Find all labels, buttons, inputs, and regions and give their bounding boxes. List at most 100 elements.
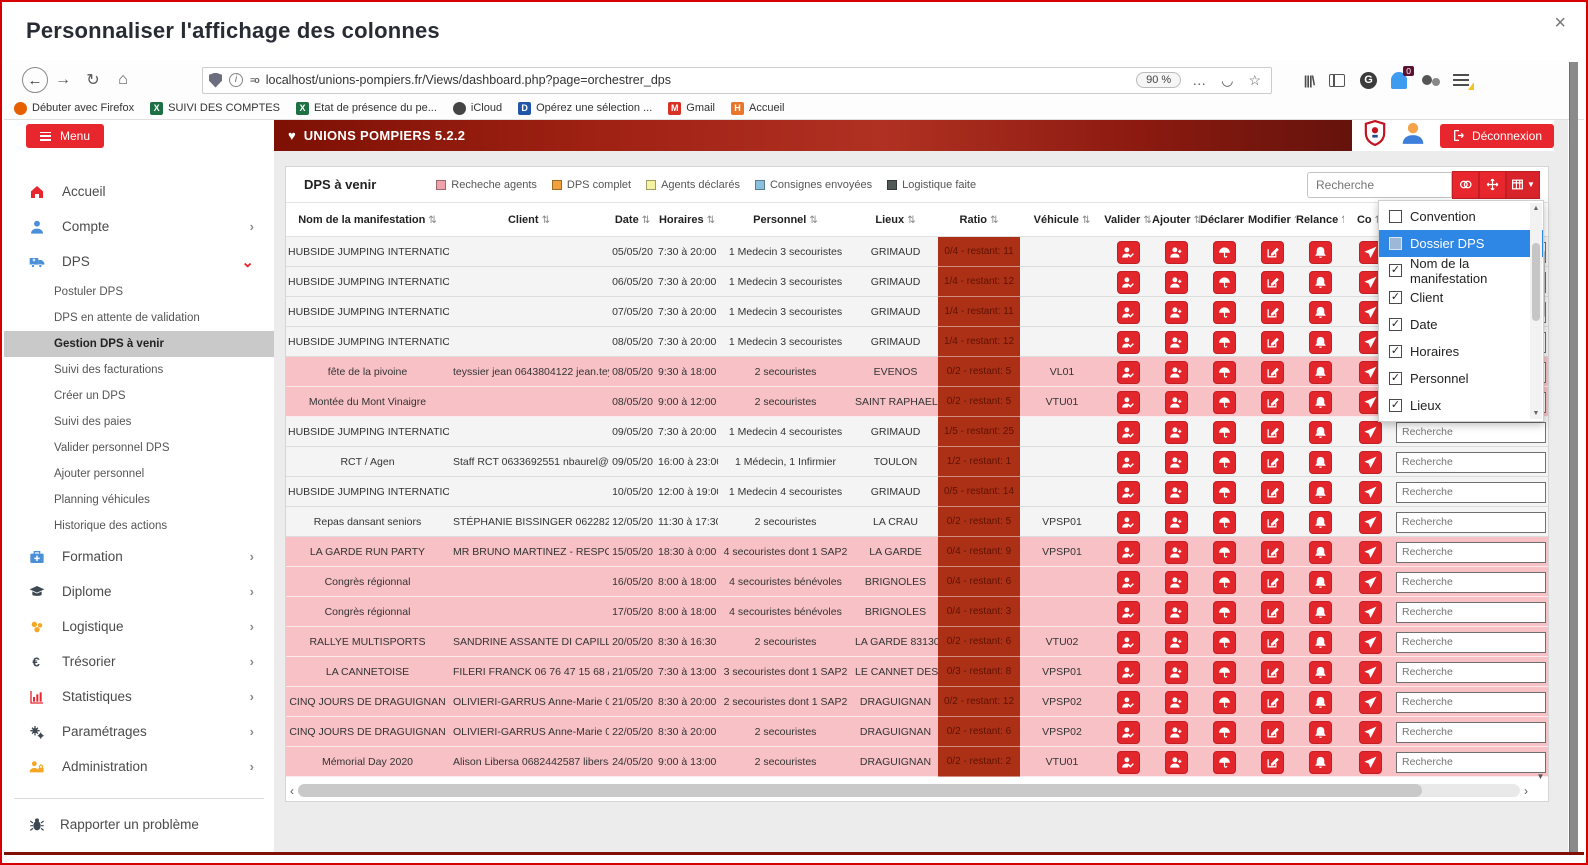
ajouter-button[interactable] bbox=[1165, 631, 1188, 654]
column-header[interactable]: Modifier ⇅ bbox=[1248, 214, 1296, 226]
back-button[interactable]: ← bbox=[22, 67, 48, 93]
bookmark-item[interactable]: XSUIVI DES COMPTES bbox=[150, 102, 280, 115]
modifier-button[interactable] bbox=[1261, 361, 1284, 384]
bookmark-item[interactable]: iCloud bbox=[453, 102, 502, 115]
ajouter-button[interactable] bbox=[1165, 691, 1188, 714]
modifier-button[interactable] bbox=[1261, 661, 1284, 684]
valider-button[interactable] bbox=[1117, 391, 1140, 414]
ajouter-button[interactable] bbox=[1165, 241, 1188, 264]
toggle-visibility-button[interactable] bbox=[1452, 171, 1479, 199]
bookmark-star-icon[interactable]: ☆ bbox=[1244, 72, 1265, 89]
row-search-input[interactable] bbox=[1396, 452, 1546, 473]
row-search-input[interactable] bbox=[1396, 482, 1546, 503]
declarer-button[interactable] bbox=[1213, 661, 1236, 684]
valider-button[interactable] bbox=[1117, 661, 1140, 684]
relance-button[interactable] bbox=[1309, 241, 1332, 264]
column-header[interactable]: Client ⇅ bbox=[449, 214, 609, 226]
dropdown-scroll-thumb[interactable] bbox=[1532, 243, 1540, 321]
modifier-button[interactable] bbox=[1261, 391, 1284, 414]
column-header[interactable]: Personnel ⇅ bbox=[718, 214, 853, 226]
declarer-button[interactable] bbox=[1213, 421, 1236, 444]
dropdown-option[interactable]: ✓Personnel bbox=[1379, 365, 1543, 392]
send-button[interactable] bbox=[1359, 541, 1382, 564]
sidebar-item-accueil[interactable]: Accueil bbox=[4, 174, 274, 209]
declarer-button[interactable] bbox=[1213, 481, 1236, 504]
valider-button[interactable] bbox=[1117, 421, 1140, 444]
relance-button[interactable] bbox=[1309, 361, 1332, 384]
ghost-extension-icon[interactable]: 0 bbox=[1391, 72, 1407, 89]
modifier-button[interactable] bbox=[1261, 421, 1284, 444]
columns-dropdown-button[interactable]: ▼ bbox=[1506, 171, 1540, 199]
ajouter-button[interactable] bbox=[1165, 481, 1188, 504]
ajouter-button[interactable] bbox=[1165, 511, 1188, 534]
column-header[interactable]: Véhicule ⇅ bbox=[1020, 214, 1104, 226]
relance-button[interactable] bbox=[1309, 391, 1332, 414]
dropdown-option[interactable]: Convention bbox=[1379, 203, 1543, 230]
checkbox-checked-icon[interactable]: ✓ bbox=[1389, 264, 1402, 277]
relance-button[interactable] bbox=[1309, 541, 1332, 564]
column-header[interactable]: Nom de la manifestation ⇅ bbox=[286, 214, 449, 226]
site-info-icon[interactable]: i bbox=[229, 73, 243, 87]
valider-button[interactable] bbox=[1117, 331, 1140, 354]
sidebar-item-compte[interactable]: Compte› bbox=[4, 209, 274, 244]
row-search-input[interactable] bbox=[1396, 752, 1546, 773]
send-button[interactable] bbox=[1359, 481, 1382, 504]
ajouter-button[interactable] bbox=[1165, 391, 1188, 414]
menu-hamburger-icon[interactable] bbox=[1453, 74, 1469, 86]
relance-button[interactable] bbox=[1309, 451, 1332, 474]
library-icon[interactable]: |||\ bbox=[1298, 73, 1320, 88]
relance-button[interactable] bbox=[1309, 271, 1332, 294]
dropdown-option[interactable]: ✓Date bbox=[1379, 311, 1543, 338]
column-header[interactable]: Déclarer ⇅ bbox=[1200, 214, 1248, 226]
checkbox-unchecked-icon[interactable] bbox=[1389, 237, 1402, 250]
modifier-button[interactable] bbox=[1261, 331, 1284, 354]
ajouter-button[interactable] bbox=[1165, 751, 1188, 774]
ajouter-button[interactable] bbox=[1165, 571, 1188, 594]
declarer-button[interactable] bbox=[1213, 301, 1236, 324]
send-button[interactable] bbox=[1359, 691, 1382, 714]
bookmark-item[interactable]: HAccueil bbox=[731, 102, 784, 115]
close-icon[interactable]: × bbox=[1554, 12, 1566, 35]
dropdown-option[interactable]: ✓Lieux bbox=[1379, 392, 1543, 419]
scroll-right-icon[interactable]: › bbox=[1524, 784, 1528, 798]
modifier-button[interactable] bbox=[1261, 481, 1284, 504]
relance-button[interactable] bbox=[1309, 601, 1332, 624]
pocket-icon[interactable]: ◡ bbox=[1217, 72, 1237, 89]
row-search-input[interactable] bbox=[1396, 422, 1546, 443]
ajouter-button[interactable] bbox=[1165, 721, 1188, 744]
sidebar-subitem[interactable]: Ajouter personnel bbox=[4, 461, 274, 487]
declarer-button[interactable] bbox=[1213, 331, 1236, 354]
sidebars-icon[interactable] bbox=[1329, 74, 1345, 87]
scroll-down-icon[interactable]: ▼ bbox=[1534, 772, 1547, 781]
sidebar-item-trésorier[interactable]: €Trésorier› bbox=[4, 644, 274, 679]
relance-button[interactable] bbox=[1309, 301, 1332, 324]
bookmark-item[interactable]: XEtat de présence du pe... bbox=[296, 102, 437, 115]
row-search-input[interactable] bbox=[1396, 722, 1546, 743]
checkbox-checked-icon[interactable]: ✓ bbox=[1389, 399, 1402, 412]
declarer-button[interactable] bbox=[1213, 391, 1236, 414]
column-header[interactable]: Date ⇅ bbox=[609, 214, 656, 226]
modifier-button[interactable] bbox=[1261, 271, 1284, 294]
modifier-button[interactable] bbox=[1261, 511, 1284, 534]
modifier-button[interactable] bbox=[1261, 301, 1284, 324]
send-button[interactable] bbox=[1359, 721, 1382, 744]
modifier-button[interactable] bbox=[1261, 601, 1284, 624]
checkbox-checked-icon[interactable]: ✓ bbox=[1389, 318, 1402, 331]
valider-button[interactable] bbox=[1117, 571, 1140, 594]
send-button[interactable] bbox=[1359, 601, 1382, 624]
home-button[interactable]: ⌂ bbox=[108, 71, 138, 89]
valider-button[interactable] bbox=[1117, 511, 1140, 534]
url-text[interactable]: localhost/unions-pompiers.fr/Views/dashb… bbox=[266, 73, 1129, 87]
declarer-button[interactable] bbox=[1213, 241, 1236, 264]
send-button[interactable] bbox=[1359, 421, 1382, 444]
declarer-button[interactable] bbox=[1213, 361, 1236, 384]
relance-button[interactable] bbox=[1309, 691, 1332, 714]
relance-button[interactable] bbox=[1309, 661, 1332, 684]
valider-button[interactable] bbox=[1117, 631, 1140, 654]
valider-button[interactable] bbox=[1117, 751, 1140, 774]
relance-button[interactable] bbox=[1309, 421, 1332, 444]
valider-button[interactable] bbox=[1117, 601, 1140, 624]
sidebar-item-dps[interactable]: DPS⌄ bbox=[4, 244, 274, 279]
account-extension-icon[interactable] bbox=[1422, 73, 1440, 87]
sidebar-subitem[interactable]: Historique des actions bbox=[4, 513, 274, 539]
